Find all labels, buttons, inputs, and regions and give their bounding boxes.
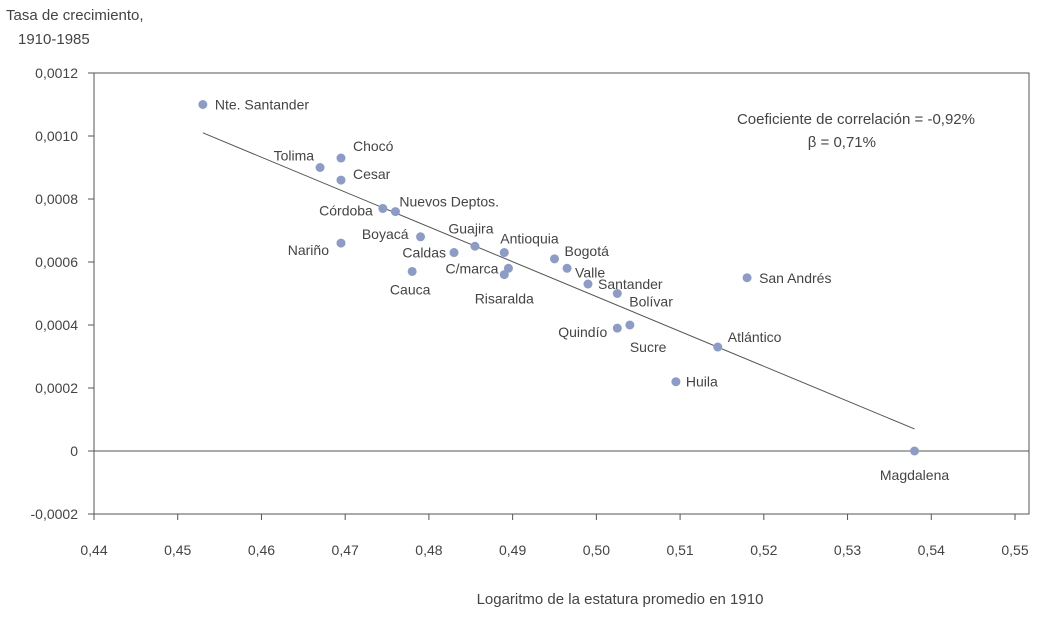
point-label: Córdoba: [319, 202, 373, 218]
x-tick-label: 0,48: [415, 542, 442, 558]
x-axis-title: Logaritmo de la estatura promedio en 191…: [477, 591, 764, 608]
x-tick-label: 0,52: [750, 542, 777, 558]
y-tick-label: 0,0008: [35, 191, 78, 207]
point-label: Caldas: [402, 245, 446, 261]
x-tick-label: 0,44: [80, 542, 107, 558]
y-axis-title-line1: Tasa de crecimiento,: [6, 7, 144, 24]
point-label: Quindío: [558, 324, 607, 340]
data-point: [671, 377, 681, 387]
point-label: Guajira: [448, 220, 493, 236]
data-point: [198, 100, 208, 109]
point-label: Antioquia: [500, 231, 559, 247]
x-tick-label: 0,54: [918, 542, 945, 558]
data-point: [336, 238, 346, 248]
point-label: Atlántico: [728, 329, 782, 345]
y-tick-label: 0,0004: [35, 317, 78, 333]
correlation-annotation: Coeficiente de correlación = -0,92%: [737, 111, 975, 128]
trend-line: [202, 132, 915, 430]
x-tick-label: 0,47: [332, 542, 359, 558]
point-label: Risaralda: [475, 291, 534, 307]
data-point: [713, 342, 723, 352]
point-label: Tolima: [274, 148, 315, 164]
plot-frame: [93, 72, 1030, 515]
data-point: [315, 163, 325, 172]
point-label: Nte. Santander: [215, 97, 310, 113]
x-tick-label: 0,45: [164, 542, 191, 558]
point-label: Sucre: [630, 339, 667, 355]
x-tick-label: 0,51: [666, 542, 693, 558]
point-label: Chocó: [353, 138, 394, 154]
x-tick-label: 0,55: [1001, 542, 1028, 558]
point-label: Boyacá: [362, 226, 409, 242]
y-tick-label: 0,0002: [35, 380, 78, 396]
point-label: C/marca: [446, 260, 499, 276]
data-point: [390, 207, 400, 217]
data-point: [499, 248, 509, 258]
data-point: [562, 263, 572, 273]
data-point: [910, 446, 920, 456]
x-tick-label: 0,49: [499, 542, 526, 558]
point-label: Bogotá: [565, 243, 610, 259]
data-point: [416, 232, 426, 242]
point-label: Nariño: [288, 242, 329, 258]
data-point: [625, 320, 635, 330]
y-tick-label: 0: [70, 443, 78, 459]
data-point: [336, 175, 346, 185]
data-point: [550, 254, 559, 264]
point-label: Cauca: [390, 281, 431, 297]
x-tick-label: 0,53: [834, 542, 861, 558]
data-point: [742, 273, 752, 283]
point-label: San Andrés: [759, 270, 831, 286]
data-points: Nte. Santander Chocó Tolima Cesar Córdoba Nue…: [198, 97, 949, 483]
point-label: Magdalena: [880, 467, 949, 483]
point-label: Cesar: [353, 166, 391, 182]
data-point: [336, 153, 346, 163]
data-point: [612, 289, 622, 298]
y-tick-label: -0,0002: [31, 506, 79, 522]
data-point: [470, 241, 480, 251]
x-axis-ticks: 0,44 0,45 0,46 0,47 0,48 0,49 0,50 0,51 0,52 0,53…: [80, 514, 1029, 558]
point-label: Bolívar: [629, 294, 673, 310]
point-label: Nuevos Deptos.: [399, 194, 499, 210]
beta-annotation: β = 0,71%: [808, 134, 876, 151]
data-point: [407, 266, 417, 276]
data-point: [612, 323, 622, 333]
y-axis-ticks: 0,0012 0,0010 0,0008 0,0006 0,0004 0,0002 0 -0,…: [31, 65, 94, 522]
y-tick-label: 0,0006: [35, 254, 78, 270]
x-tick-label: 0,50: [583, 542, 610, 558]
y-tick-label: 0,0012: [35, 65, 78, 81]
point-label: Valle: [575, 264, 605, 280]
y-tick-label: 0,0010: [35, 128, 78, 144]
data-point: [449, 248, 459, 258]
data-point: [583, 279, 593, 289]
data-point: [378, 203, 388, 213]
x-tick-label: 0,46: [248, 542, 275, 558]
point-label: Huila: [686, 374, 718, 390]
data-point: [499, 270, 509, 280]
y-axis-title-line2: 1910-1985: [18, 31, 90, 48]
point-label: Santander: [598, 276, 663, 292]
